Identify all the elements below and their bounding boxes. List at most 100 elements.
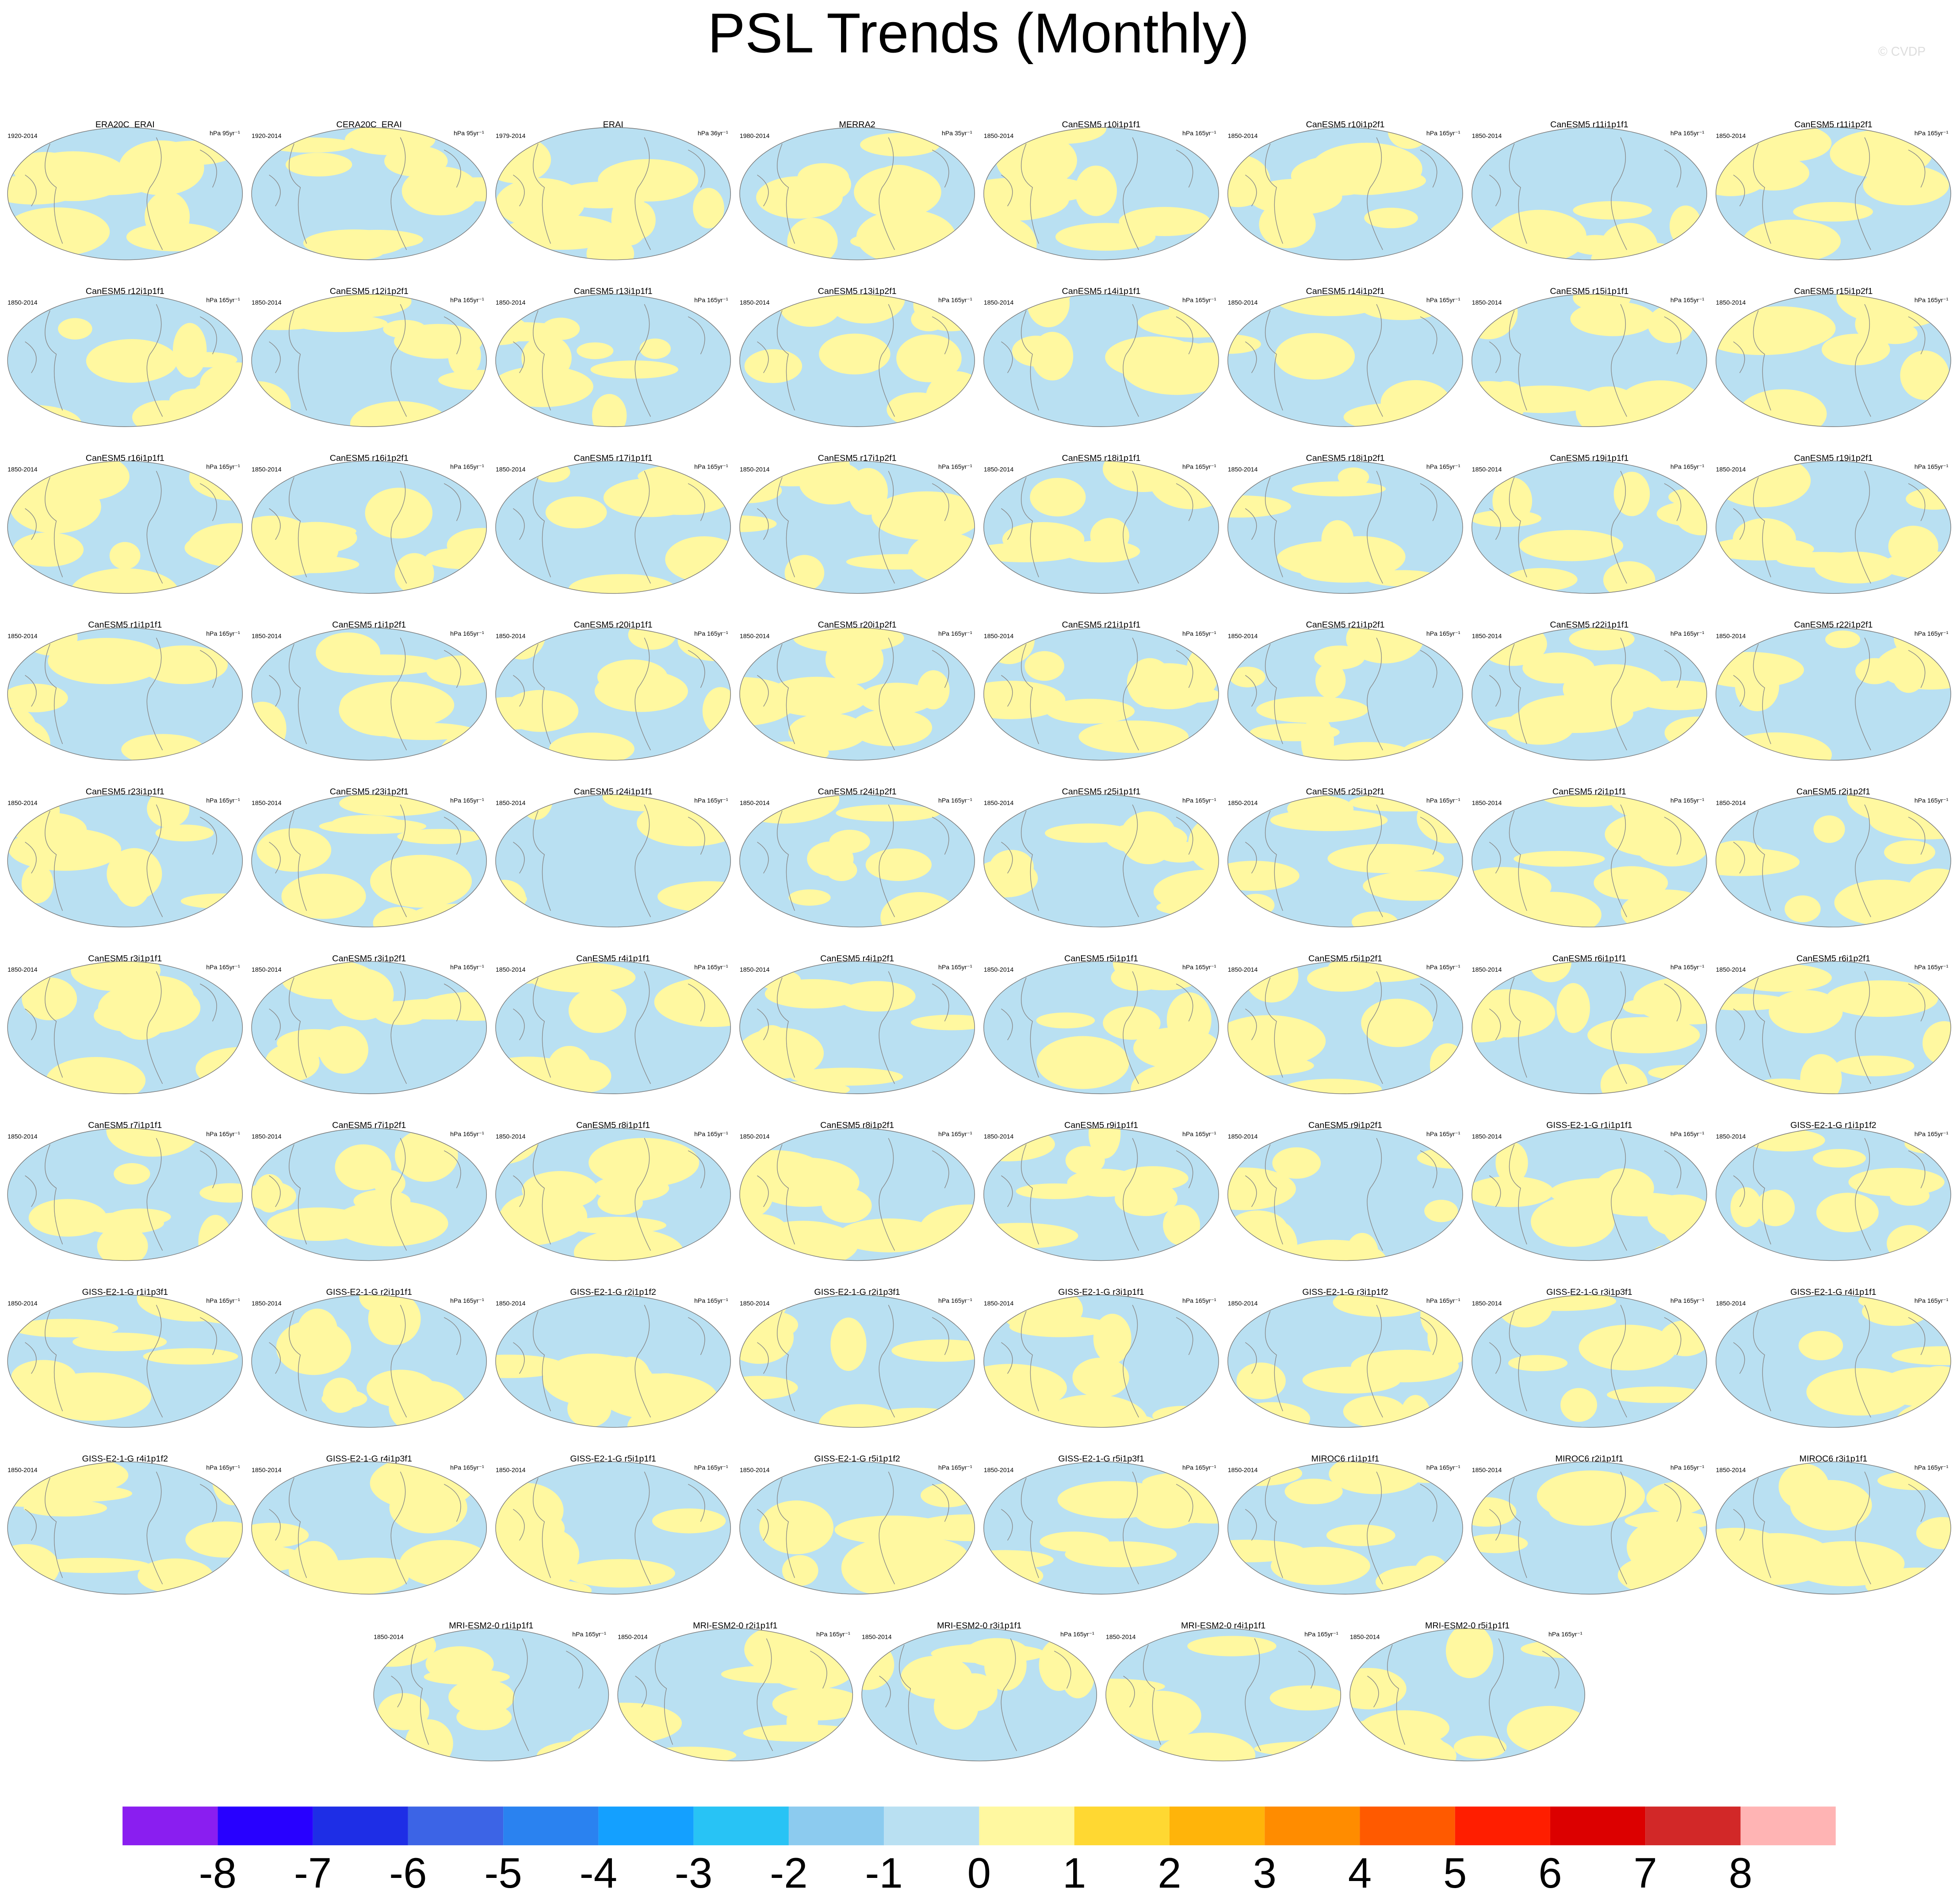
map-panel: CanESM5 r10i1p1f1 1850-2014 hPa 165yr⁻¹ xyxy=(983,120,1219,260)
panel-period: 1850-2014 xyxy=(984,1466,1014,1473)
field-blob xyxy=(198,1215,233,1261)
map-ocean xyxy=(1716,1128,1951,1261)
field-blob xyxy=(1282,1079,1382,1094)
field-blob xyxy=(1750,127,1832,162)
panel-units: hPa 95yr⁻¹ xyxy=(454,130,484,137)
field-blob xyxy=(1825,630,1861,649)
field-blob xyxy=(448,335,481,377)
coastline xyxy=(757,1150,949,1207)
panel-title: CanESM5 r23i1p1f1 xyxy=(86,787,164,797)
coastline xyxy=(1733,650,1926,707)
panel-period: 1850-2014 xyxy=(1228,966,1258,973)
field-blob xyxy=(21,863,54,904)
field-blob xyxy=(1376,1565,1462,1595)
field-blob xyxy=(819,333,891,375)
coastline xyxy=(533,644,551,744)
map-panel: GISS-E2-1-G r4i1p1f2 1850-2014 hPa 165yr⁻¹ xyxy=(7,1454,243,1595)
map-border xyxy=(983,294,1219,427)
field-blob xyxy=(533,462,570,483)
map-panel: MRI-ESM2-0 r2i1p1f1 1850-2014 hPa 165yr⁻¹ xyxy=(617,1621,853,1762)
coastline xyxy=(390,804,407,917)
field-blob xyxy=(1046,698,1135,724)
coastline xyxy=(1245,1317,1437,1374)
map-panel: MIROC6 r2i1p1f1 1850-2014 hPa 165yr⁻¹ xyxy=(1472,1454,1707,1595)
map-panel: MRI-ESM2-0 r4i1p1f1 1850-2014 hPa 165yr⁻¹ xyxy=(1105,1621,1341,1762)
field-blob xyxy=(1277,541,1381,576)
panel-period: 1850-2014 xyxy=(496,633,526,640)
coastline xyxy=(289,477,307,577)
field-blob xyxy=(73,1332,167,1351)
field-blob xyxy=(797,163,849,191)
panel-title: CanESM5 r20i1p2f1 xyxy=(818,620,897,630)
field-blob xyxy=(1506,1706,1585,1754)
field-blob xyxy=(1916,1517,1951,1549)
map-field xyxy=(265,961,487,1084)
colorbar-box xyxy=(122,1806,218,1846)
map-panel: GISS-E2-1-G r5i1p1f1 1850-2014 hPa 165yr⁻¹ xyxy=(495,1454,731,1595)
map-border xyxy=(251,127,487,260)
coastline xyxy=(45,1144,63,1245)
coastline xyxy=(1123,637,1139,751)
panel-units: hPa 165yr⁻¹ xyxy=(206,630,240,637)
coastline xyxy=(269,817,461,874)
coastline xyxy=(899,1645,917,1745)
coastline xyxy=(1611,1305,1627,1418)
coastline xyxy=(146,137,163,250)
field-blob xyxy=(522,1171,598,1210)
panel-units: hPa 165yr⁻¹ xyxy=(694,296,728,303)
panel-period: 1850-2014 xyxy=(1228,132,1258,139)
coastline xyxy=(390,971,407,1084)
colorbar-box xyxy=(218,1806,313,1846)
map-panel: CanESM5 r13i1p2f1 1850-2014 hPa 165yr⁻¹ xyxy=(739,286,975,427)
coastline xyxy=(1021,143,1039,244)
coastline xyxy=(1367,637,1383,751)
field-blob xyxy=(1346,628,1424,664)
field-blob xyxy=(13,152,76,187)
map-border xyxy=(495,1461,731,1595)
field-blob xyxy=(185,1521,243,1558)
map-panel: CanESM5 r22i1p1f1 1850-2014 hPa 165yr⁻¹ xyxy=(1472,620,1707,761)
panel-period: 1850-2014 xyxy=(1716,1466,1746,1473)
coastline xyxy=(1367,1651,1559,1708)
field-blob xyxy=(333,1200,448,1247)
panel-units: hPa 35yr⁻¹ xyxy=(942,130,972,137)
panel-units: hPa 165yr⁻¹ xyxy=(938,463,972,470)
panel-title: CanESM5 r21i1p2f1 xyxy=(1306,620,1384,630)
panel-units: hPa 165yr⁻¹ xyxy=(1670,1464,1705,1471)
field-blob xyxy=(1495,1142,1528,1184)
map-border xyxy=(983,127,1219,260)
map-panel: CanESM5 r1i1p1f1 1850-2014 hPa 165yr⁻¹ xyxy=(7,620,243,761)
panel-period: 1850-2014 xyxy=(1350,1633,1380,1640)
colorbar-box xyxy=(884,1806,979,1846)
panel-title: GISS-E2-1-G r4i1p1f1 xyxy=(1790,1287,1876,1297)
field-blob xyxy=(1664,717,1707,749)
field-blob xyxy=(1475,235,1575,260)
field-blob xyxy=(910,1015,975,1030)
field-blob xyxy=(1573,201,1652,220)
coastline xyxy=(757,149,949,206)
field-blob xyxy=(1472,1497,1517,1527)
field-blob xyxy=(1233,1402,1311,1427)
field-blob xyxy=(1102,461,1184,492)
panel-period: 1850-2014 xyxy=(8,1466,38,1473)
map-border xyxy=(1472,961,1707,1094)
map-border xyxy=(495,627,731,761)
field-blob xyxy=(1503,892,1602,927)
field-blob xyxy=(520,794,553,820)
panel-title: CanESM5 r14i1p1f1 xyxy=(1062,286,1141,296)
coastline xyxy=(1123,304,1139,417)
panel-units: hPa 165yr⁻¹ xyxy=(1182,1464,1216,1471)
field-blob xyxy=(1633,976,1707,1025)
field-blob xyxy=(1670,205,1702,247)
field-blob xyxy=(1114,965,1167,985)
map-panel: CanESM5 r18i1p1f1 1850-2014 hPa 165yr⁻¹ xyxy=(983,453,1219,594)
field-blob xyxy=(1472,1176,1554,1207)
coastline xyxy=(513,1317,705,1374)
panel-title: GISS-E2-1-G r5i1p3f1 xyxy=(1058,1454,1144,1464)
panel-title: CanESM5 r14i1p2f1 xyxy=(1306,286,1384,296)
map-panel: CanESM5 r1i1p2f1 1850-2014 hPa 165yr⁻¹ xyxy=(251,620,487,761)
coastline xyxy=(1509,1144,1527,1245)
coastline xyxy=(45,977,63,1078)
panel-title: CanESM5 r13i1p1f1 xyxy=(574,286,653,296)
colorbar-label: -4 xyxy=(580,1850,617,1897)
